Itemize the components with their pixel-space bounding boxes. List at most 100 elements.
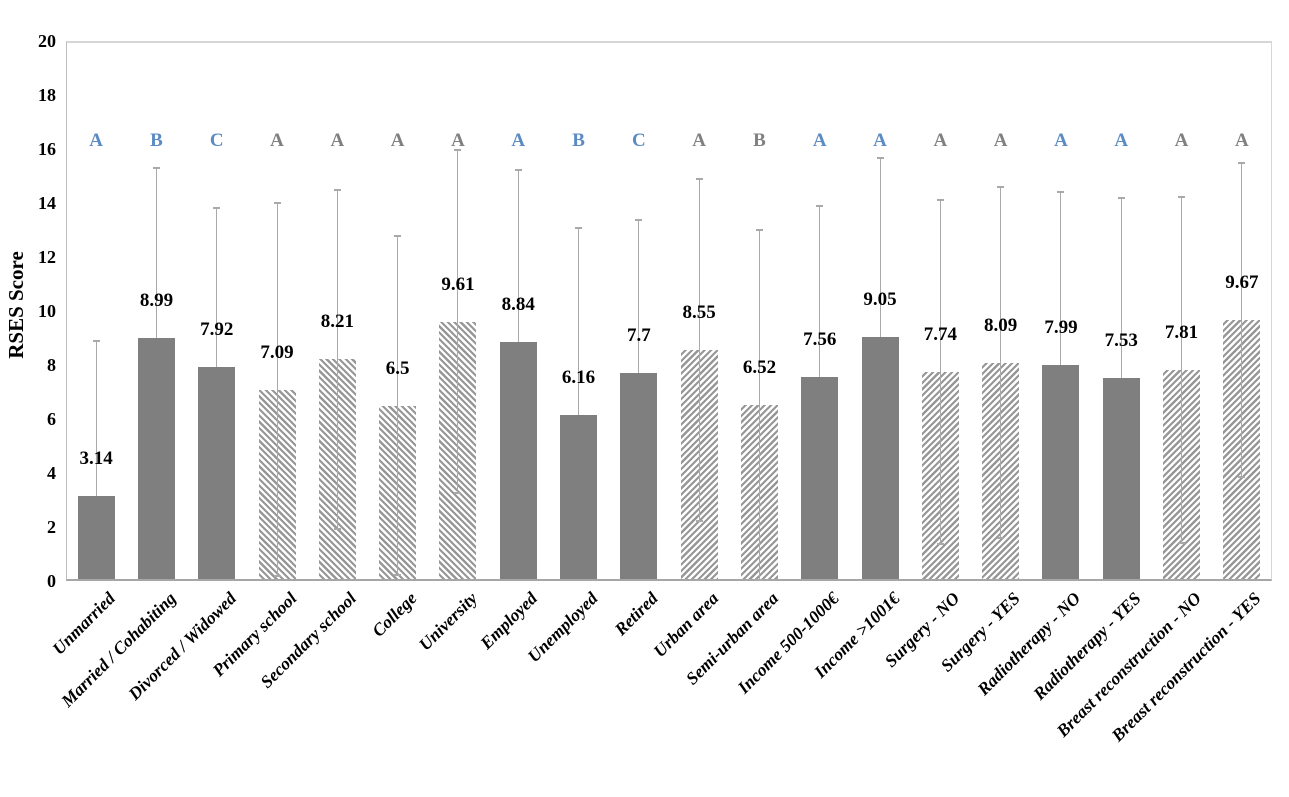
error-bar-line xyxy=(457,150,459,493)
error-bar-bottom-cap xyxy=(333,527,341,530)
bar-value-label: 9.61 xyxy=(441,273,475,295)
y-tick-label: 0 xyxy=(47,571,56,591)
bar-value-label: 8.99 xyxy=(139,290,174,312)
error-bar-line xyxy=(939,200,941,544)
y-tick-label: 2 xyxy=(47,517,56,537)
significance-letter: A xyxy=(330,130,345,151)
y-tick-label: 4 xyxy=(47,463,56,483)
bar-value-label: 7.81 xyxy=(1164,322,1199,344)
bar-value-label: 6.16 xyxy=(561,366,596,388)
bar xyxy=(801,376,839,579)
bar-value-label: 9.05 xyxy=(863,288,897,310)
bar-value-label: 7.56 xyxy=(803,328,837,350)
error-bar-top-cap xyxy=(1178,195,1186,198)
error-bar-top-cap xyxy=(575,226,583,229)
bar-value-label: 7.09 xyxy=(260,341,294,363)
error-bar-line xyxy=(517,170,519,343)
error-bar-bottom-cap xyxy=(755,578,763,581)
error-bar-line xyxy=(698,179,700,522)
bar xyxy=(1042,365,1080,579)
significance-letter: A xyxy=(1234,130,1249,151)
category-label: Radiotherapy - YES xyxy=(1028,588,1145,704)
bar xyxy=(77,496,115,579)
significance-letter: B xyxy=(753,130,766,151)
error-bar-line xyxy=(216,207,218,368)
error-bar-top-cap xyxy=(755,229,763,231)
bar-value-label: 3.14 xyxy=(79,448,113,470)
error-bar-line xyxy=(1120,198,1122,378)
error-bar-top-cap xyxy=(454,149,462,152)
category-label: College xyxy=(368,588,421,641)
significance-letter: C xyxy=(209,130,224,151)
error-bar-top-cap xyxy=(273,201,281,204)
error-bar-line xyxy=(276,202,278,577)
y-tick-label: 8 xyxy=(47,355,56,375)
bar xyxy=(560,414,598,579)
bar-value-label: 8.84 xyxy=(501,294,535,316)
error-bar-line xyxy=(95,340,97,497)
bar xyxy=(861,336,899,579)
bar-value-label: 7.74 xyxy=(923,324,957,346)
error-bar-bottom-cap xyxy=(273,575,281,578)
error-bar-bottom-cap xyxy=(394,574,402,577)
significance-letter: A xyxy=(270,130,284,151)
bar-value-label: 7.53 xyxy=(1104,329,1138,351)
error-bar-line xyxy=(397,235,399,576)
error-bar-top-cap xyxy=(1117,197,1125,200)
error-bar-line xyxy=(1181,196,1183,544)
y-tick-label: 12 xyxy=(38,247,56,267)
error-bar-top-cap xyxy=(635,219,643,221)
y-tick-label: 20 xyxy=(38,31,56,51)
error-bar-top-cap xyxy=(1238,162,1246,165)
significance-letter: A xyxy=(873,130,887,151)
significance-letter: A xyxy=(390,130,405,151)
error-bar-top-cap xyxy=(876,157,884,160)
error-bar-bottom-cap xyxy=(1238,475,1246,478)
error-bar-line xyxy=(1241,163,1243,477)
error-bar-top-cap xyxy=(695,178,703,181)
bar xyxy=(1102,377,1140,579)
bar-value-label: 7.7 xyxy=(626,325,651,347)
significance-letter: A xyxy=(933,130,948,151)
error-bar-top-cap xyxy=(816,204,824,207)
bar xyxy=(499,342,537,579)
error-bar-bottom-cap xyxy=(936,543,944,545)
category-label: Radiotherapy - NO xyxy=(973,588,1085,700)
error-bar-top-cap xyxy=(394,234,402,237)
significance-letter: A xyxy=(511,130,526,151)
y-tick-label: 6 xyxy=(47,409,56,429)
category-label: Married / Cohabiting xyxy=(56,588,180,711)
error-bar-line xyxy=(638,220,640,374)
error-bar-top-cap xyxy=(213,206,221,209)
error-bar-line xyxy=(336,190,338,529)
error-bar-line xyxy=(758,230,760,580)
significance-letter: A xyxy=(89,130,103,151)
bar-value-label: 7.99 xyxy=(1044,317,1078,339)
error-bar-bottom-cap xyxy=(1178,542,1186,545)
category-label: University xyxy=(414,588,482,655)
significance-letter: A xyxy=(1114,130,1129,151)
bar-value-label: 8.09 xyxy=(984,314,1018,336)
significance-letter: A xyxy=(451,130,465,151)
significance-letter: A xyxy=(1054,130,1068,151)
bar xyxy=(198,367,236,579)
error-bar-top-cap xyxy=(514,169,522,172)
error-bar-top-cap xyxy=(997,185,1005,188)
significance-letter: A xyxy=(1174,130,1189,151)
error-bar-top-cap xyxy=(92,339,100,342)
bar xyxy=(620,373,658,579)
bar-value-label: 6.52 xyxy=(742,356,777,378)
significance-letter: B xyxy=(572,130,585,151)
error-bar-bottom-cap xyxy=(997,537,1005,540)
significance-letter: A xyxy=(692,130,706,151)
error-bar-top-cap xyxy=(333,189,341,192)
significance-letter: B xyxy=(150,130,163,151)
error-bar-bottom-cap xyxy=(454,491,462,494)
bar-value-label: 7.92 xyxy=(200,319,234,341)
error-bar-line xyxy=(879,158,881,337)
bar xyxy=(137,338,175,579)
category-label: Retired xyxy=(610,588,663,640)
significance-letter: A xyxy=(812,130,827,151)
y-tick-label: 14 xyxy=(38,193,56,213)
